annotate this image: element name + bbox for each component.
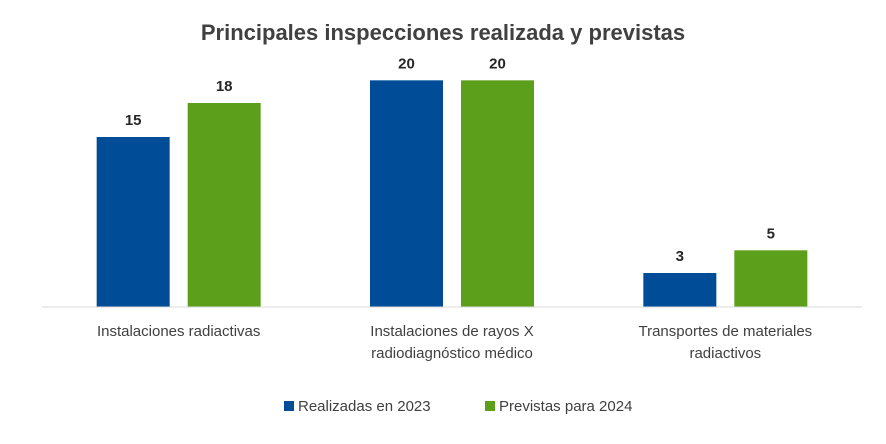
bars: 15 18 20 20 3 5 [96, 55, 808, 307]
legend-swatch-2 [485, 401, 495, 411]
category-labels: Instalaciones radiactivas Instalaciones d… [97, 323, 812, 362]
category-label-3-2: radiactivos [689, 345, 761, 362]
data-label-1-3: 3 [676, 248, 684, 265]
data-label-2-1: 18 [216, 78, 233, 95]
data-label-2-3: 5 [767, 225, 775, 242]
legend-label-1: Realizadas en 2023 [298, 398, 431, 415]
data-label-2-2: 20 [489, 55, 506, 72]
category-label-3-1: Transportes de materiales [638, 323, 812, 340]
data-label-1-1: 15 [125, 112, 142, 129]
chart-title: Principales inspecciones realizada y pre… [201, 20, 685, 45]
bar-1-3 [643, 273, 717, 307]
category-label-2-1: Instalaciones de rayos X [370, 323, 533, 340]
bar-2-1 [187, 103, 261, 307]
bar-1-1 [96, 137, 170, 307]
category-label-1-1: Instalaciones radiactivas [97, 323, 260, 340]
bar-2-2 [461, 80, 534, 307]
legend-swatch-1 [284, 401, 294, 411]
legend: Realizadas en 2023 Previstas para 2024 [284, 398, 632, 415]
legend-label-2: Previstas para 2024 [499, 398, 632, 415]
bar-2-3 [734, 250, 808, 307]
data-label-1-2: 20 [398, 55, 415, 72]
category-label-2-2: radiodiagnóstico médico [371, 345, 533, 362]
bar-1-2 [370, 80, 443, 307]
